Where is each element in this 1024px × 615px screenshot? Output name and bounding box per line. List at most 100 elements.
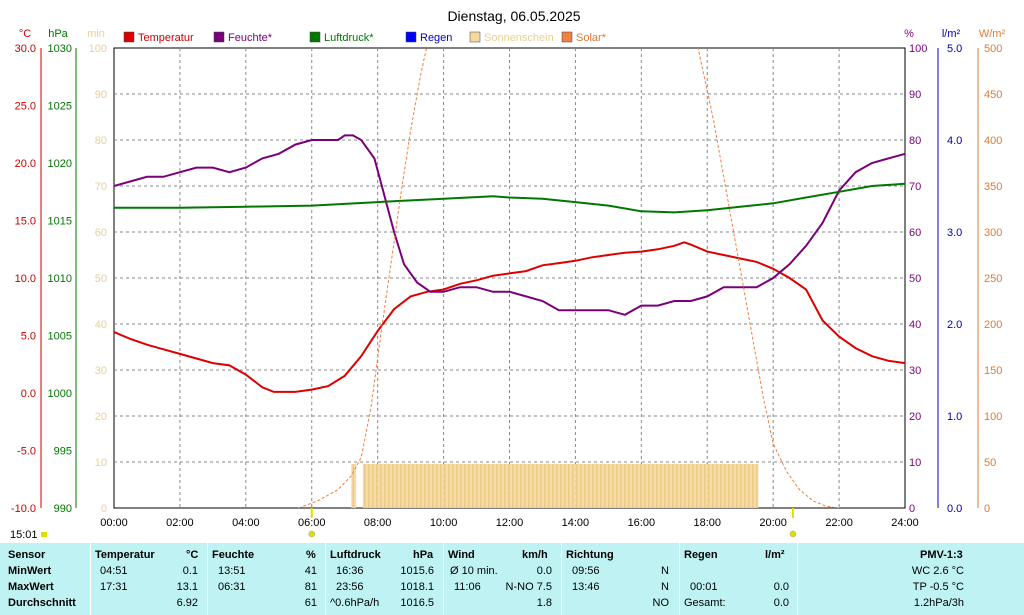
legend-label: Luftdruck* bbox=[324, 32, 374, 44]
hum-axis-tick: 0 bbox=[909, 503, 915, 515]
row-max-press-value: 1018.1 bbox=[400, 581, 434, 593]
series-feuchte-line bbox=[114, 134, 905, 316]
row-min-hum-time: 13:51 bbox=[218, 565, 246, 577]
row-max-pmv: TP -0.5 °C bbox=[912, 581, 964, 593]
temp-axis-tick: 0.0 bbox=[21, 388, 36, 400]
x-axis-tick: 22:00 bbox=[825, 517, 853, 529]
table-separator bbox=[90, 543, 91, 615]
row-max-press-time: 23:56 bbox=[336, 581, 364, 593]
x-axis-tick: 16:00 bbox=[628, 517, 656, 529]
solar-axis-tick: 100 bbox=[984, 411, 1002, 423]
solar-axis-tick: 450 bbox=[984, 89, 1002, 101]
series-feuchte-group bbox=[114, 134, 905, 316]
solar-axis-tick: 400 bbox=[984, 135, 1002, 147]
row-max-hum-time: 06:31 bbox=[218, 581, 246, 593]
row-min-press-value: 1015.6 bbox=[400, 565, 434, 577]
row-min-wind-label: Ø 10 min. bbox=[450, 565, 498, 577]
x-axis-tick: 14:00 bbox=[562, 517, 590, 529]
rain-axis-tick: 0.0 bbox=[947, 503, 962, 515]
min-axis-tick: 90 bbox=[95, 89, 107, 101]
press-axis-tick: 990 bbox=[54, 503, 72, 515]
humidity-unit-label: % bbox=[904, 28, 914, 40]
temp-axis-tick: 25.0 bbox=[15, 101, 36, 113]
x-axis-tick: 06:00 bbox=[298, 517, 326, 529]
row-max-wind-time: 11:06 bbox=[454, 581, 481, 593]
temp-axis-tick: 30.0 bbox=[15, 43, 36, 55]
x-axis-tick: 12:00 bbox=[496, 517, 524, 529]
legend-label: Regen bbox=[420, 32, 452, 44]
row-max-rain-time: 00:01 bbox=[690, 581, 718, 593]
row-max-rain-value: 0.0 bbox=[773, 581, 789, 593]
series-temperatur-group bbox=[114, 241, 905, 393]
header-direction: Richtung bbox=[566, 549, 614, 561]
statistics-table: Sensor Temperatur °C Feuchte % Luftdruck… bbox=[0, 543, 1024, 615]
min-axis-tick: 80 bbox=[95, 135, 107, 147]
time-marker-dot bbox=[41, 532, 47, 537]
legend-label: Feuchte* bbox=[228, 32, 273, 44]
rain-unit-label: l/m² bbox=[942, 28, 961, 40]
row-avg-wind-value: 1.8 bbox=[536, 597, 552, 609]
hum-axis-tick: 60 bbox=[909, 227, 921, 239]
chart-title: Dienstag, 06.05.2025 bbox=[447, 8, 580, 24]
min-axis-tick: 60 bbox=[95, 227, 107, 239]
legend-label: Temperatur bbox=[138, 32, 194, 44]
x-axis-tick: 24:00 bbox=[891, 517, 919, 529]
press-axis-tick: 1005 bbox=[48, 331, 72, 343]
solar-axis-tick: 0 bbox=[984, 503, 990, 515]
solar-axis-tick: 500 bbox=[984, 43, 1002, 55]
row-min-temp-value: 0.1 bbox=[182, 565, 198, 577]
min-axis-tick: 30 bbox=[95, 365, 107, 377]
row-avg-temp-value: 6.92 bbox=[176, 597, 198, 609]
x-axis-tick: 10:00 bbox=[430, 517, 458, 529]
x-axis-tick: 20:00 bbox=[759, 517, 787, 529]
temp-axis-tick: -10.0 bbox=[11, 503, 36, 515]
press-axis-tick: 1000 bbox=[48, 388, 72, 400]
rain-axis-tick: 2.0 bbox=[947, 319, 962, 331]
press-axis-tick: 995 bbox=[54, 446, 72, 458]
header-pressure: Luftdruck bbox=[330, 549, 381, 561]
header-rain: Regen bbox=[684, 549, 718, 561]
temp-axis-tick: 5.0 bbox=[21, 331, 36, 343]
press-axis-tick: 1025 bbox=[48, 101, 72, 113]
temp-axis-tick: 15.0 bbox=[15, 216, 36, 228]
solar-axis-tick: 250 bbox=[984, 273, 1002, 285]
header-wind: Wind bbox=[448, 549, 475, 561]
hum-axis-tick: 30 bbox=[909, 365, 921, 377]
hum-axis-tick: 10 bbox=[909, 457, 921, 469]
header-humidity: Feuchte bbox=[212, 549, 255, 561]
sun-marker-dot bbox=[789, 530, 797, 538]
pressure-unit-label: hPa bbox=[48, 28, 68, 40]
x-axis-tick: 18:00 bbox=[693, 517, 721, 529]
temp-axis-tick: -5.0 bbox=[17, 446, 36, 458]
table-separator bbox=[561, 543, 562, 615]
row-avg-press-trend: ^0.6hPa/h bbox=[330, 597, 380, 609]
rain-axis-tick: 1.0 bbox=[947, 411, 962, 423]
row-avg-press-value: 1016.5 bbox=[400, 597, 434, 609]
weather-chart: Dienstag, 06.05.2025 °C hPa min% l/m² W/m² 30.… bbox=[10, 8, 1005, 541]
x-axis-tick: 02:00 bbox=[166, 517, 194, 529]
table-separator bbox=[443, 543, 444, 615]
x-axis-tick: 00:00 bbox=[100, 517, 128, 529]
min-axis-tick: 0 bbox=[101, 503, 107, 515]
press-axis-tick: 1030 bbox=[48, 43, 72, 55]
row-min-hum-value: 41 bbox=[304, 565, 317, 577]
legend-label: Sonnenschein bbox=[484, 32, 554, 44]
row-avg-hum-value: 61 bbox=[304, 597, 317, 609]
header-sensor: Sensor bbox=[8, 549, 46, 561]
min-axis-tick: 10 bbox=[95, 457, 107, 469]
series-temperatur-line bbox=[114, 241, 905, 393]
legend-swatch bbox=[123, 31, 135, 43]
row-min-dir-value: N bbox=[661, 565, 669, 577]
press-axis-tick: 1015 bbox=[48, 216, 72, 228]
hum-axis-tick: 90 bbox=[909, 89, 921, 101]
row-min-label: MinWert bbox=[8, 565, 52, 577]
table-separator bbox=[325, 543, 326, 615]
header-wind-unit: km/h bbox=[522, 549, 548, 561]
header-humidity-unit: % bbox=[306, 549, 316, 561]
table-separator bbox=[797, 543, 798, 615]
hum-axis-tick: 50 bbox=[909, 273, 921, 285]
legend-label: Solar* bbox=[576, 32, 607, 44]
rain-axis-tick: 3.0 bbox=[947, 227, 962, 239]
row-avg-pmv: 1.2hPa/3h bbox=[913, 597, 964, 609]
row-avg-label: Durchschnitt bbox=[8, 597, 76, 609]
